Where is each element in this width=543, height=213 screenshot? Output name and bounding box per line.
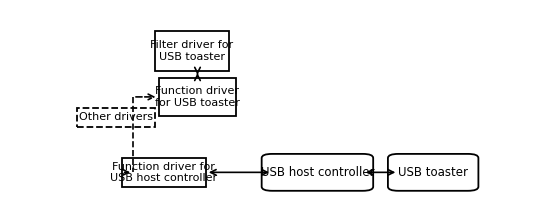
FancyBboxPatch shape: [122, 158, 206, 187]
Text: Filter driver for
USB toaster: Filter driver for USB toaster: [150, 40, 233, 62]
Text: Function driver for
USB host controller: Function driver for USB host controller: [110, 161, 217, 183]
FancyBboxPatch shape: [155, 31, 229, 71]
Text: Other drivers: Other drivers: [79, 112, 153, 122]
Text: USB host controller: USB host controller: [261, 166, 374, 179]
FancyBboxPatch shape: [262, 154, 373, 191]
Text: Function driver
for USB toaster: Function driver for USB toaster: [155, 86, 240, 108]
FancyBboxPatch shape: [388, 154, 478, 191]
FancyBboxPatch shape: [77, 108, 155, 127]
FancyBboxPatch shape: [159, 78, 236, 116]
Text: USB toaster: USB toaster: [398, 166, 468, 179]
